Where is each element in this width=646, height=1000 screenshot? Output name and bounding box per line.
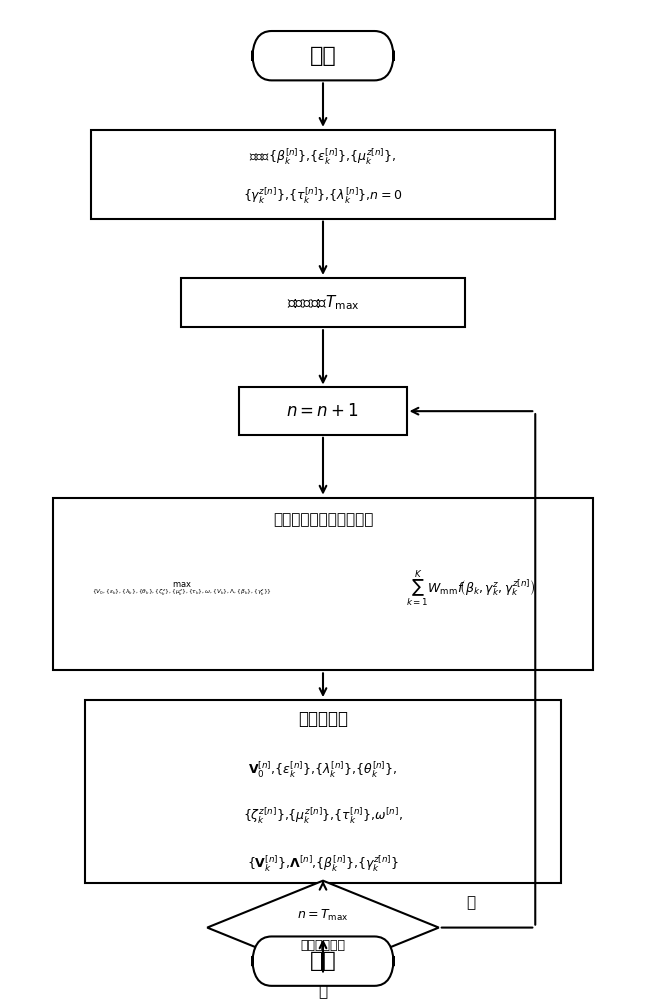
Text: $n=n+1$: $n=n+1$: [286, 402, 360, 420]
Text: 初始化$\{\beta_k^{[n]}\}$,$\{\varepsilon_k^{[n]}\}$,$\{\mu_k^{z[n]}\}$,: 初始化$\{\beta_k^{[n]}\}$,$\{\varepsilon_k^…: [249, 146, 397, 167]
Text: $\sum_{k=1}^{K}W_{\mathrm{mm}}f\!\left(\beta_k,\gamma_k^z,\gamma_k^{z[n]}\right): $\sum_{k=1}^{K}W_{\mathrm{mm}}f\!\left(\…: [406, 569, 536, 609]
Text: 解决没有秩一约束的问题: 解决没有秩一约束的问题: [273, 512, 373, 527]
Text: 最大迭代数$T_{\mathrm{max}}$: 最大迭代数$T_{\mathrm{max}}$: [287, 293, 359, 312]
Text: $n=T_{\mathrm{max}}$: $n=T_{\mathrm{max}}$: [297, 908, 349, 923]
Bar: [53, 498, 593, 670]
Text: 获得最优解: 获得最优解: [298, 710, 348, 728]
Text: 开始: 开始: [309, 46, 337, 66]
Text: 否: 否: [466, 895, 475, 910]
Bar: [240, 387, 406, 435]
Text: 结束: 结束: [309, 951, 337, 971]
FancyBboxPatch shape: [252, 31, 394, 80]
Text: $\{\zeta_k^{z[n]}\}$,$\{\mu_k^{z[n]}\}$,$\{\tau_k^{[n]}\}$,$\omega^{[n]}$,: $\{\zeta_k^{z[n]}\}$,$\{\mu_k^{z[n]}\}$,…: [243, 806, 403, 826]
Text: $\mathbf{V}_0^{[n]}$,$\{\varepsilon_k^{[n]}\}$,$\{\lambda_k^{[n]}\}$,$\{\theta_k: $\mathbf{V}_0^{[n]}$,$\{\varepsilon_k^{[…: [248, 759, 398, 780]
Text: $\{\gamma_k^{z[n]}\}$,$\{\tau_k^{[n]}\}$,$\{\lambda_k^{[n]}\}$,$n=0$: $\{\gamma_k^{z[n]}\}$,$\{\tau_k^{[n]}\}$…: [244, 186, 402, 206]
Text: $\underset{\{V_0,\{\varepsilon_k\},\{\lambda_k\},\{\theta_k\},\{\zeta_k^z\},\{\m: $\underset{\{V_0,\{\varepsilon_k\},\{\la…: [92, 580, 271, 598]
Bar: [182, 278, 464, 327]
Bar: [85, 700, 561, 883]
Text: $\{\mathbf{V}_k^{[n]}\}$,$\mathbf{\Lambda}^{[n]}$,$\{\beta_k^{[n]}\}$,$\{\gamma_: $\{\mathbf{V}_k^{[n]}\}$,$\mathbf{\Lambd…: [247, 853, 399, 874]
Text: 或者算法收敛: 或者算法收敛: [300, 939, 346, 952]
Text: 是: 是: [318, 984, 328, 999]
Polygon shape: [207, 881, 439, 974]
Bar: [92, 130, 554, 219]
FancyBboxPatch shape: [252, 936, 394, 986]
